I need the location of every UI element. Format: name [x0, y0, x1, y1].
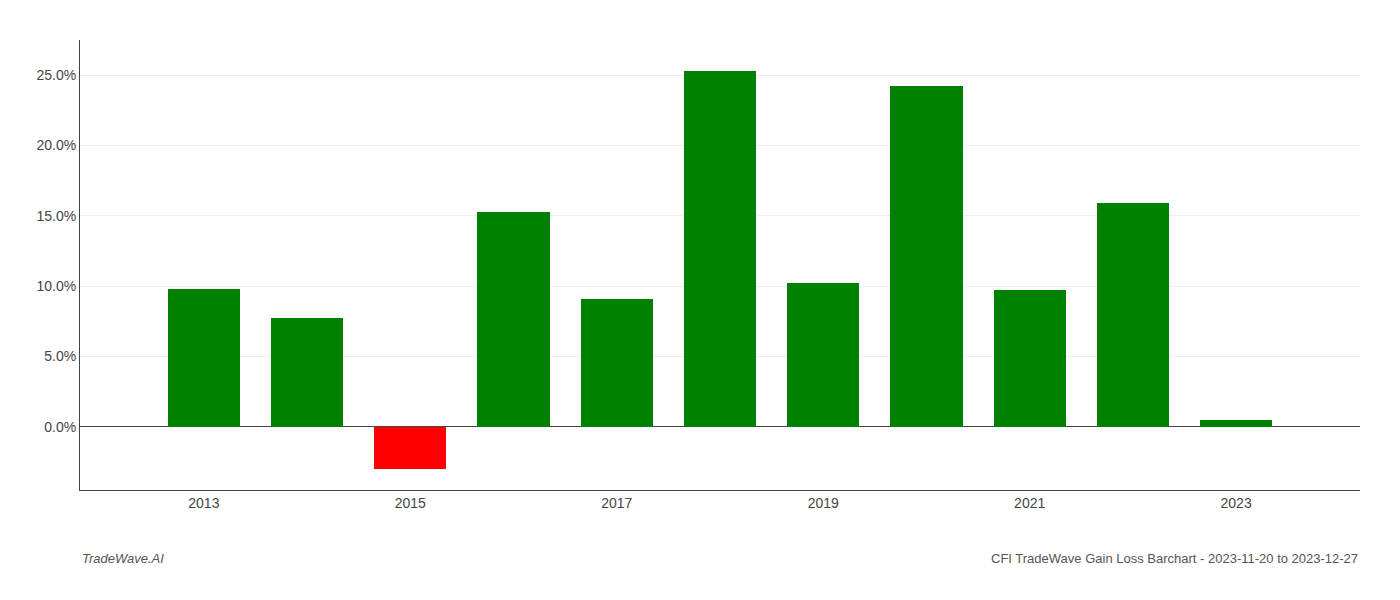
svg-text:CFI TradeWave Gain Loss Barcha: CFI TradeWave Gain Loss Barchart - 2023-…	[991, 551, 1358, 566]
svg-text:2017: 2017	[601, 495, 632, 511]
svg-text:2015: 2015	[395, 495, 426, 511]
svg-text:10.0%: 10.0%	[36, 278, 76, 294]
svg-text:2013: 2013	[188, 495, 219, 511]
svg-text:2023: 2023	[1221, 495, 1252, 511]
svg-text:25.0%: 25.0%	[36, 67, 76, 83]
svg-text:15.0%: 15.0%	[36, 208, 76, 224]
svg-text:2021: 2021	[1014, 495, 1045, 511]
svg-text:0.0%: 0.0%	[44, 419, 76, 435]
svg-text:TradeWave.AI: TradeWave.AI	[82, 551, 164, 566]
svg-text:5.0%: 5.0%	[44, 348, 76, 364]
svg-text:20.0%: 20.0%	[36, 137, 76, 153]
svg-text:2019: 2019	[808, 495, 839, 511]
